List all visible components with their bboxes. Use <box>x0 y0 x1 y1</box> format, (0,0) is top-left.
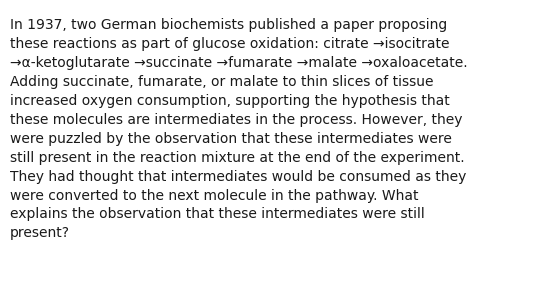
Text: In 1937, two German biochemists published a paper proposing
these reactions as p: In 1937, two German biochemists publishe… <box>10 18 468 241</box>
